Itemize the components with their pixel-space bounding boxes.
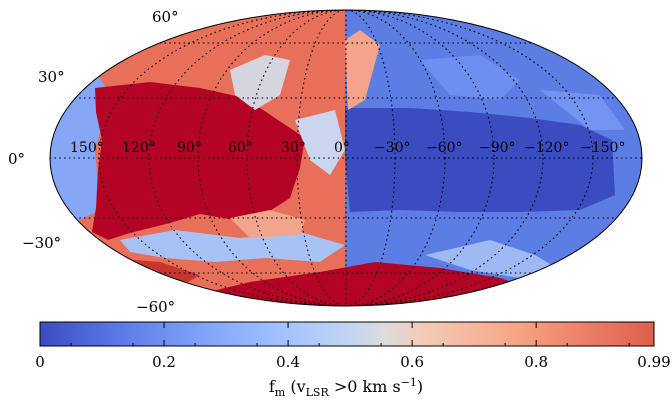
lat-label: 30° bbox=[38, 68, 65, 86]
meridian-line bbox=[148, 10, 544, 306]
lon-label: 120° bbox=[122, 140, 156, 156]
lat-label: −60° bbox=[136, 298, 175, 316]
colorbar-tick-label: 0 bbox=[35, 353, 45, 371]
map-ellipse bbox=[49, 9, 643, 307]
lat-label: 0° bbox=[8, 150, 25, 168]
colorbar-tick-label: 0.4 bbox=[276, 353, 300, 371]
meridian-line bbox=[197, 10, 495, 306]
colorbar-tick-label: 0.99 bbox=[637, 353, 670, 371]
colorbar-gradient bbox=[39, 321, 655, 347]
lon-label: −90° bbox=[479, 140, 516, 156]
lon-label: 60° bbox=[228, 140, 253, 156]
lon-label: 150° bbox=[70, 140, 104, 156]
lon-label: −150° bbox=[580, 140, 625, 156]
longitude-labels: 150° 120° 90° 60° 30° 0° −30° −60° −90° … bbox=[70, 140, 625, 156]
region-salmon-south bbox=[230, 210, 305, 238]
lat-label: −30° bbox=[22, 234, 61, 252]
colorbar-label-open: (v bbox=[285, 377, 305, 396]
colorbar-label-f: f bbox=[269, 377, 276, 396]
colorbar-tick-label: 0.6 bbox=[400, 353, 424, 371]
colorbar-label-sub-m: m bbox=[275, 386, 286, 399]
region-salmon-strip bbox=[345, 30, 380, 110]
colorbar-tick-label: 0.2 bbox=[152, 353, 176, 371]
lon-label: 90° bbox=[177, 140, 202, 156]
region-neutral-center bbox=[295, 110, 345, 175]
colorbar-label-mid: >0 km s bbox=[329, 377, 401, 396]
colorbar-label-exp: −1 bbox=[401, 376, 417, 389]
region-neutral-north bbox=[230, 55, 290, 110]
colorbar-label-sub-lsr: LSR bbox=[306, 386, 330, 399]
region-light-blue-south-band bbox=[120, 230, 345, 262]
colorbar-ticks bbox=[39, 322, 655, 346]
graticule-grid bbox=[50, 10, 642, 306]
region-light-blue-south-right bbox=[425, 240, 560, 278]
lon-label: −60° bbox=[426, 140, 463, 156]
lat-label: 60° bbox=[152, 8, 179, 26]
colorbar: 0 0.2 0.4 0.6 0.8 0.99 fm (vLSR >0 km s−1) bbox=[35, 321, 671, 399]
colorbar-label-close: ) bbox=[417, 377, 423, 396]
lon-label: 30° bbox=[281, 140, 306, 156]
region-low-fraction-core bbox=[345, 108, 615, 212]
colorbar-tick-label: 0.8 bbox=[524, 353, 548, 371]
lon-label: 0° bbox=[334, 140, 350, 156]
region-mid-blue-east bbox=[540, 90, 625, 130]
region-mid-blue-north bbox=[420, 55, 520, 100]
colorbar-tick-labels: 0 0.2 0.4 0.6 0.8 0.99 bbox=[35, 353, 670, 371]
latitude-labels: 60° 30° 0° −30° −60° bbox=[8, 8, 179, 316]
meridian-line bbox=[246, 10, 446, 306]
map-border bbox=[49, 9, 643, 307]
lon-label: −30° bbox=[374, 140, 411, 156]
meridian-line bbox=[296, 10, 396, 306]
colorbar-label: fm (vLSR >0 km s−1) bbox=[269, 376, 423, 399]
lon-label: −120° bbox=[524, 140, 569, 156]
